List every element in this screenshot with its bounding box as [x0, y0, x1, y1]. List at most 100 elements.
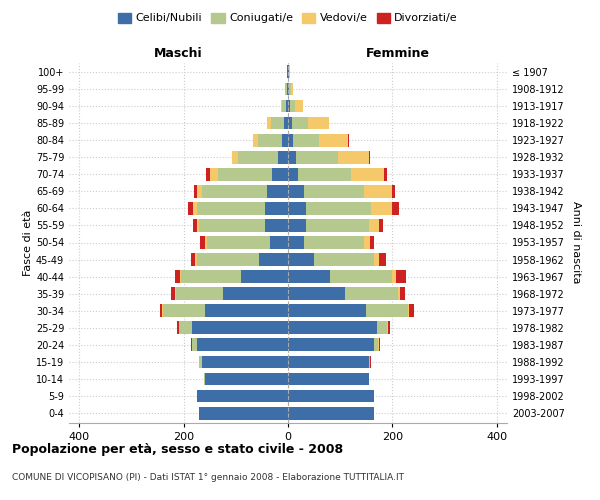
Bar [176, 288, 223, 300]
Bar [287, 82, 288, 96]
Bar [205, 304, 288, 317]
Bar [253, 134, 258, 146]
Bar [202, 356, 288, 368]
Bar [288, 185, 304, 198]
Bar [282, 134, 288, 146]
Bar [370, 236, 374, 249]
Bar [379, 253, 386, 266]
Bar [286, 82, 287, 96]
Legend: Celibi/Nubili, Coniugati/e, Vedovi/e, Divorziati/e: Celibi/Nubili, Coniugati/e, Vedovi/e, Di… [116, 10, 460, 26]
Bar [304, 236, 364, 249]
Bar [284, 116, 288, 130]
Bar [385, 168, 387, 180]
Bar [200, 236, 205, 249]
Bar [293, 134, 319, 146]
Bar [179, 322, 191, 334]
Bar [282, 100, 286, 112]
Bar [197, 202, 265, 215]
Bar [288, 100, 290, 112]
Bar [288, 356, 369, 368]
Bar [398, 288, 400, 300]
Bar [265, 202, 288, 215]
Bar [366, 304, 408, 317]
Bar [170, 288, 175, 300]
Bar [319, 134, 348, 146]
Bar [266, 116, 271, 130]
Bar [206, 168, 210, 180]
Bar [205, 236, 207, 249]
Bar [281, 100, 282, 112]
Bar [288, 372, 369, 386]
Bar [163, 304, 205, 317]
Bar [288, 304, 366, 317]
Bar [286, 100, 288, 112]
Bar [194, 185, 197, 198]
Bar [306, 202, 371, 215]
Bar [330, 270, 392, 283]
Bar [210, 168, 218, 180]
Bar [387, 322, 388, 334]
Bar [270, 236, 288, 249]
Bar [193, 219, 197, 232]
Bar [308, 116, 329, 130]
Text: Maschi: Maschi [154, 47, 203, 60]
Bar [298, 168, 350, 180]
Bar [338, 151, 369, 164]
Y-axis label: Anni di nascita: Anni di nascita [571, 201, 581, 284]
Bar [278, 151, 288, 164]
Bar [288, 151, 296, 164]
Bar [181, 270, 241, 283]
Text: Popolazione per età, sesso e stato civile - 2008: Popolazione per età, sesso e stato civil… [12, 442, 343, 456]
Bar [369, 356, 370, 368]
Bar [369, 151, 370, 164]
Bar [195, 253, 197, 266]
Bar [199, 356, 202, 368]
Bar [364, 185, 392, 198]
Bar [193, 202, 197, 215]
Bar [258, 134, 282, 146]
Bar [288, 322, 377, 334]
Bar [388, 322, 389, 334]
Bar [379, 219, 383, 232]
Bar [371, 202, 392, 215]
Bar [197, 253, 259, 266]
Bar [197, 390, 288, 402]
Bar [296, 151, 338, 164]
Bar [288, 116, 292, 130]
Bar [203, 372, 205, 386]
Bar [175, 288, 176, 300]
Bar [408, 304, 409, 317]
Bar [288, 202, 306, 215]
Bar [202, 185, 267, 198]
Bar [377, 322, 387, 334]
Bar [290, 100, 295, 112]
Bar [306, 219, 369, 232]
Bar [304, 185, 364, 198]
Bar [259, 253, 288, 266]
Text: Femmine: Femmine [365, 47, 430, 60]
Bar [267, 185, 288, 198]
Bar [288, 219, 306, 232]
Bar [160, 304, 163, 317]
Bar [191, 338, 197, 351]
Bar [374, 253, 379, 266]
Bar [289, 82, 290, 96]
Bar [295, 100, 302, 112]
Bar [218, 168, 272, 180]
Bar [288, 236, 304, 249]
Bar [232, 151, 238, 164]
Bar [197, 185, 202, 198]
Y-axis label: Fasce di età: Fasce di età [23, 210, 33, 276]
Bar [199, 406, 288, 420]
Bar [400, 288, 406, 300]
Bar [265, 219, 288, 232]
Bar [346, 288, 398, 300]
Bar [207, 236, 270, 249]
Bar [288, 390, 374, 402]
Bar [369, 219, 379, 232]
Bar [379, 338, 380, 351]
Bar [288, 338, 374, 351]
Bar [241, 270, 288, 283]
Bar [392, 202, 398, 215]
Bar [314, 253, 374, 266]
